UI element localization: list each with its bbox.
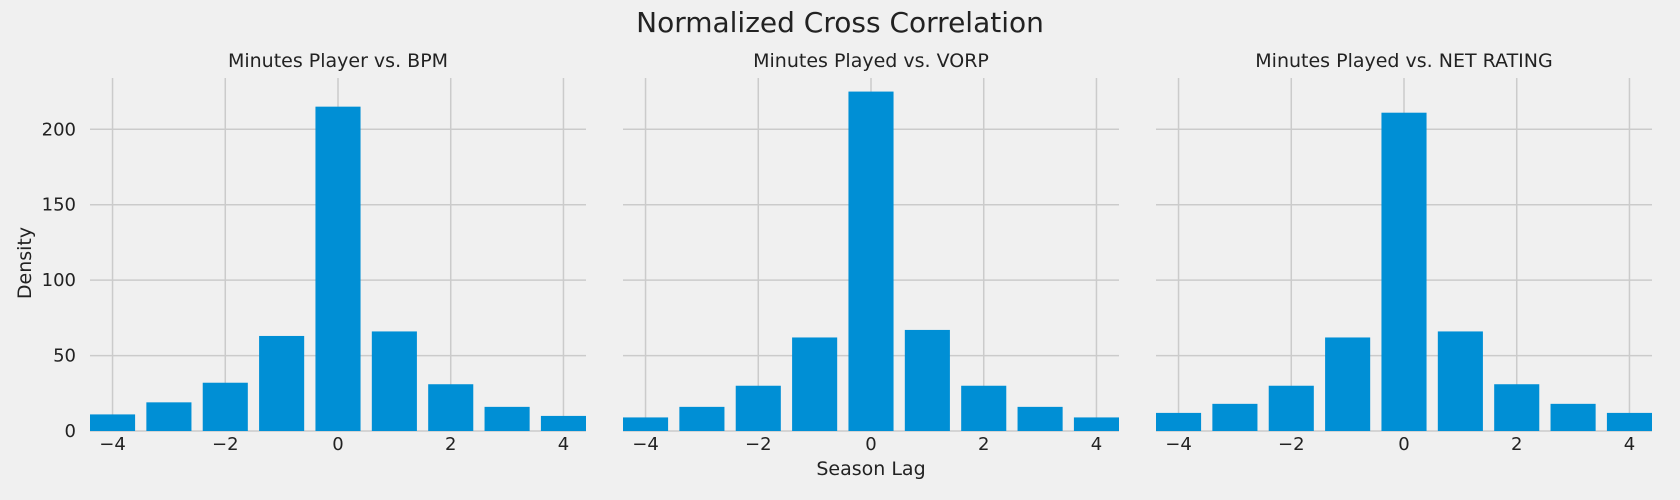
x-tick-label: −2 [1278,434,1305,455]
bar [1437,331,1483,431]
bar [315,106,361,432]
y-tick-label: 0 [65,421,76,442]
x-tick-label: 2 [978,434,989,455]
bar [792,337,838,431]
subplot-2: Minutes Played vs. VORP −4 −2 0 2 4 Season L… [623,50,1119,480]
bar [904,329,950,431]
bar [146,402,192,431]
subplot-2-ticks: −4 −2 0 2 4 [632,434,1102,455]
bar [1381,112,1427,431]
x-tick-label: 4 [1091,434,1102,455]
bar [540,415,586,431]
x-tick-label: 4 [558,434,569,455]
bar [1073,417,1119,431]
y-tick-label: 150 [42,195,76,216]
x-tick-label: −4 [99,434,126,455]
bar [1494,384,1540,431]
y-tick-label: 100 [42,270,76,291]
bar [623,417,669,431]
x-tick-label: −4 [632,434,659,455]
bar [1212,403,1258,431]
x-tick-label: −4 [1165,434,1192,455]
bar [1268,385,1314,431]
x-tick-label: 4 [1624,434,1635,455]
x-tick-label: −2 [745,434,772,455]
subplot-1-bars [90,106,586,432]
y-tick-label: 50 [53,346,76,367]
bar [90,414,136,431]
bar [1325,337,1371,431]
x-tick-label: 0 [1398,434,1409,455]
subplot-3-bars [1156,112,1652,431]
subplot-3: Minutes Played vs. NET RATING −4 −2 0 2 4 [1156,50,1652,455]
bar [202,382,248,431]
y-tick-label: 200 [42,119,76,140]
subplot-2-bars [623,91,1119,432]
y-axis-label: Density [14,227,36,299]
bar [1156,412,1202,431]
bar [1017,406,1063,431]
bar [428,384,474,431]
bar [1606,412,1652,431]
bar [961,385,1007,431]
bar [1550,403,1596,431]
subplot-3-ticks: −4 −2 0 2 4 [1165,434,1635,455]
x-tick-label: 0 [865,434,876,455]
bar [259,335,305,431]
bar [679,406,725,431]
bar [848,91,894,432]
figure-title: Normalized Cross Correlation [636,6,1044,39]
bar [735,385,781,431]
x-axis-label: Season Lag [816,458,925,480]
x-tick-label: 0 [332,434,343,455]
bar [371,331,417,431]
x-tick-label: 2 [445,434,456,455]
subplot-2-title: Minutes Played vs. VORP [753,50,989,72]
subplot-1: Minutes Player vs. BPM −4 −2 0 2 4 0 50 100 150 2… [14,50,586,455]
subplot-1-ticks: −4 −2 0 2 4 0 50 100 150 200 [42,119,570,455]
bar [484,406,530,431]
subplot-1-title: Minutes Player vs. BPM [228,50,448,72]
x-tick-label: −2 [212,434,239,455]
subplot-3-title: Minutes Played vs. NET RATING [1255,50,1552,72]
x-tick-label: 2 [1511,434,1522,455]
